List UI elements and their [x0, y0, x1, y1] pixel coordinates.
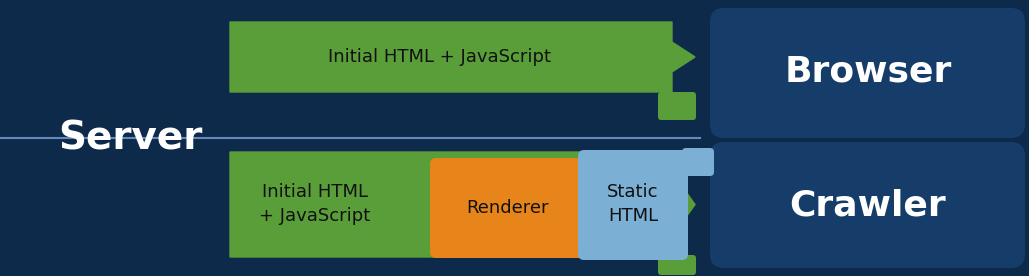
Text: Server: Server [58, 119, 202, 157]
FancyBboxPatch shape [682, 148, 714, 176]
Text: Initial HTML
+ JavaScript: Initial HTML + JavaScript [259, 183, 370, 225]
FancyBboxPatch shape [658, 255, 696, 275]
Text: Renderer: Renderer [466, 199, 548, 217]
FancyBboxPatch shape [710, 8, 1025, 138]
Polygon shape [230, 152, 695, 257]
Text: Initial HTML + JavaScript: Initial HTML + JavaScript [328, 48, 552, 66]
FancyBboxPatch shape [430, 158, 586, 258]
Text: Static
HTML: Static HTML [607, 183, 659, 225]
Text: Crawler: Crawler [789, 188, 947, 222]
Polygon shape [230, 22, 695, 92]
FancyBboxPatch shape [578, 150, 688, 260]
Text: Browser: Browser [784, 55, 952, 89]
FancyBboxPatch shape [658, 92, 696, 120]
FancyBboxPatch shape [710, 142, 1025, 268]
